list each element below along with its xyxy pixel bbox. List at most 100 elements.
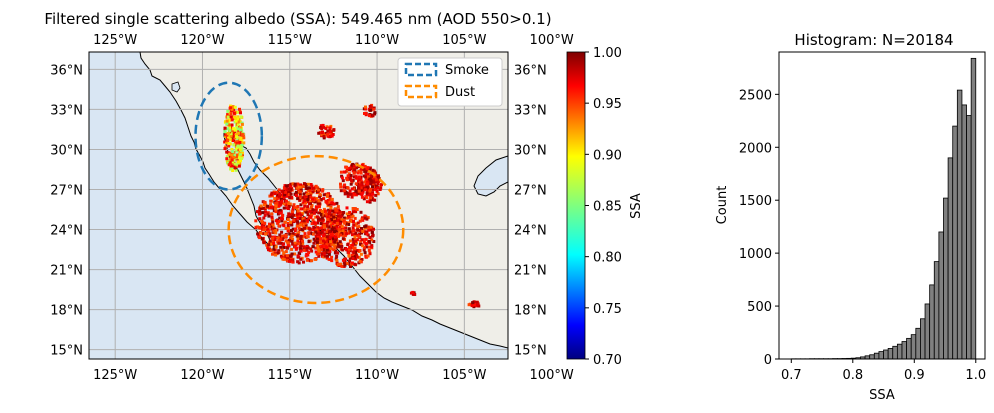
ssa-pixel [331,222,335,225]
colorbar-tick-label: 0.90 [593,148,622,163]
ssa-pixel [277,241,281,245]
ssa-pixel [340,218,344,222]
histogram-bar [938,231,944,360]
ssa-pixel [353,223,357,227]
ssa-pixel [307,232,311,236]
ssa-pixel [352,240,356,244]
ssa-pixel [289,237,292,241]
colorbar-tick-label: 0.70 [593,353,622,368]
ssa-pixel [302,192,306,196]
ssa-pixel [341,229,345,233]
ssa-pixel [292,213,295,217]
ssa-pixel [322,248,326,252]
ssa-pixel [364,107,368,111]
ssa-pixel [317,204,321,208]
ssa-pixels [223,103,481,309]
ssa-pixel [340,174,344,178]
ssa-pixel [279,211,283,215]
map-xtick-top: 100°W [530,33,574,48]
ssa-pixel [351,243,355,247]
ssa-pixel [363,164,367,168]
ssa-pixel [316,232,319,236]
ssa-pixel [364,242,368,246]
ssa-pixel [266,246,270,250]
ssa-pixel [366,188,370,192]
ssa-pixel [272,244,276,248]
ssa-pixel [371,183,375,187]
histogram-bar [915,327,921,360]
ssa-pixel [363,251,367,255]
ssa-pixel [295,212,299,216]
ssa-pixel [335,229,339,233]
ssa-pixel [473,303,477,307]
ssa-pixel [294,190,298,194]
ssa-pixel [274,204,278,207]
ssa-pixel [276,251,280,255]
ssa-pixel [319,240,322,244]
ssa-pixel [365,217,369,221]
ssa-pixel [352,262,356,266]
ssa-pixel [360,163,364,167]
ssa-pixel [370,245,374,249]
ssa-pixel [472,305,476,309]
ssa-pixel [233,131,237,135]
ssa-pixel [368,189,372,193]
ssa-pixel [367,245,371,249]
ssa-pixel [225,155,229,159]
ssa-pixel [302,219,306,223]
ssa-pixel [353,168,357,172]
ssa-pixel [305,191,308,195]
ssa-pixel [354,182,358,186]
ssa-pixel [311,197,314,201]
ssa-pixel [287,239,291,243]
ssa-pixel [328,247,332,251]
ssa-pixel [364,170,368,174]
ssa-pixel [325,230,329,234]
ssa-pixel [371,168,375,172]
ssa-pixel [348,239,352,243]
ssa-pixel [354,241,358,245]
histogram-ytick-label: 1000 [739,247,772,262]
ssa-pixel [348,189,352,193]
ssa-pixel [316,201,320,205]
ssa-pixel [352,164,356,168]
ssa-pixel [336,214,340,218]
ssa-pixel [317,249,321,253]
ssa-pixel [315,241,319,245]
ssa-pixel [272,190,276,194]
ssa-pixel [298,217,302,220]
ssa-pixel [355,166,359,170]
ssa-pixel [379,186,383,190]
map-xtick-top: 105°W [442,33,486,48]
ssa-pixel [352,223,356,227]
map-panel: 125°W 125°W 120°W 120°W 115°W 115°W 110°W 110°W… [50,33,574,383]
legend-dust-label: Dust [445,85,475,100]
ssa-pixel [230,107,234,111]
ssa-pixel [327,211,331,215]
ssa-pixel [229,164,233,168]
ssa-pixel [286,218,290,221]
legend-smoke-label: Smoke [445,63,489,78]
ssa-pixel [332,215,336,219]
map-ytick-left: 24°N [50,224,83,239]
ssa-pixel [369,196,373,200]
ssa-pixel [354,175,358,179]
ssa-pixel [356,171,360,175]
ssa-pixel [312,211,316,215]
histogram-bars [790,57,977,360]
ssa-pixel [236,160,240,164]
ssa-pixel [368,252,372,256]
ssa-pixel [371,185,374,189]
ssa-pixel [350,187,354,191]
ssa-pixel [342,226,346,230]
ssa-pixel [351,207,355,210]
ssa-pixel [313,239,317,243]
ssa-pixel [301,224,305,228]
ssa-pixel [284,235,288,239]
ssa-pixel [345,212,349,216]
ssa-pixel [239,115,243,119]
ssa-pixel [342,219,346,223]
ssa-pixel [366,177,370,181]
ssa-pixel [334,235,338,239]
ssa-pixel [262,203,266,207]
